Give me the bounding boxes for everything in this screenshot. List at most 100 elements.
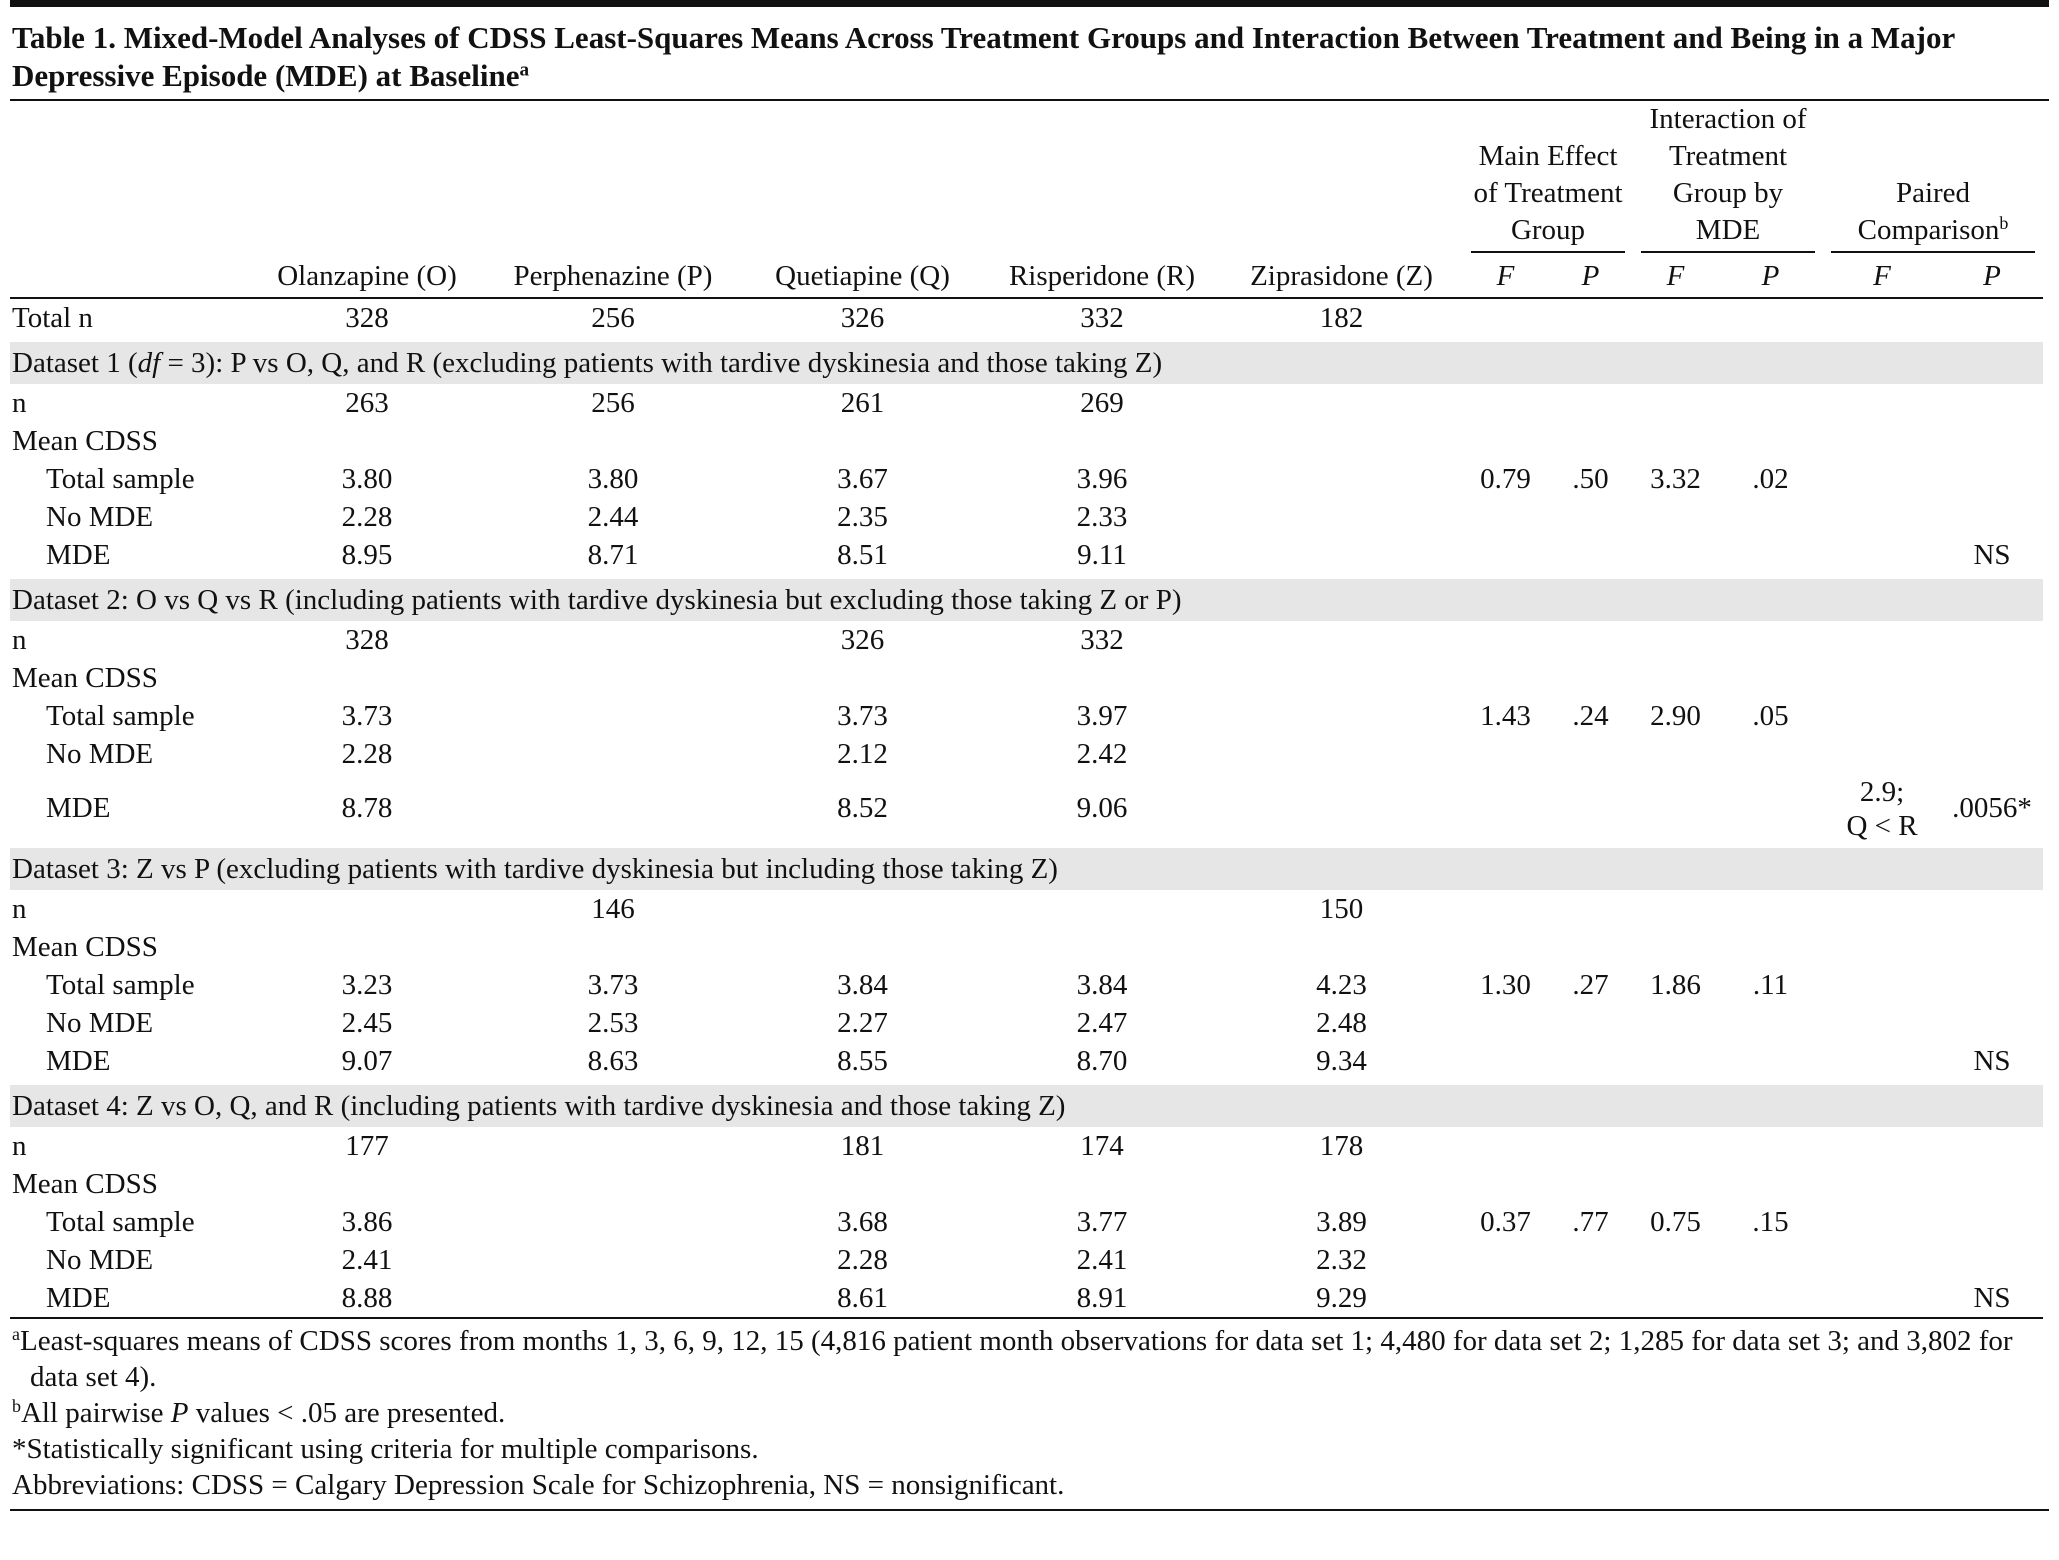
data-row: Total sample 3.73 3.73 3.97 1.43 .24 2.90 .05	[10, 697, 2043, 735]
row-label: No MDE	[46, 1244, 154, 1276]
value-cell: 326	[840, 302, 885, 334]
stat-cell	[1548, 498, 1633, 536]
row-label: MDE	[46, 792, 111, 824]
stat-cell	[1463, 1004, 1548, 1042]
stat-group-label: Interaction of Treatment Group by MDE	[1641, 101, 1816, 253]
header-blank	[10, 257, 249, 299]
stat-cell	[1941, 697, 2043, 735]
footnote: Abbreviations: CDSS = Calgary Depression…	[12, 1467, 2049, 1503]
dataset-heading-text: Dataset 1 (df = 3): P vs O, Q, and R (ex…	[10, 337, 2044, 384]
data-row: MDE 8.95 8.71 8.51 9.11 NS	[10, 536, 2043, 577]
stat-cell	[1823, 621, 1941, 659]
dataset-heading-text: Dataset 2: O vs Q vs R (including patien…	[10, 574, 2044, 621]
text-part: = 3): P vs O, Q, and R (excluding patien…	[160, 347, 1163, 379]
stat-cell: 1.43	[1480, 700, 1531, 732]
stat-cell	[1548, 298, 1633, 340]
column-header: Quetiapine (Q)	[741, 257, 984, 299]
value-cell: 2.32	[1316, 1244, 1367, 1276]
stat-cell	[1463, 890, 1548, 928]
stat-cell	[1633, 1241, 1718, 1279]
row-label: Mean CDSS	[12, 1168, 158, 1200]
value-cell: 328	[345, 624, 389, 656]
value-cell: 2.45	[341, 1007, 393, 1039]
stat-cell	[1718, 1127, 1823, 1165]
stat-cell	[1823, 1042, 1941, 1083]
value-cell: 181	[840, 1130, 885, 1162]
stat-cell	[1718, 621, 1823, 659]
stat-cell: NS	[1973, 539, 2011, 571]
row-label: Total sample	[46, 463, 195, 495]
stat-cell	[1548, 621, 1633, 659]
data-row: No MDE 2.45 2.53 2.27 2.47 2.48	[10, 1004, 2043, 1042]
text-part: Interaction of Treatment Group by MDE	[1649, 103, 1807, 246]
dataset-heading: Dataset 2: O vs Q vs R (including patien…	[10, 574, 2044, 621]
stat-cell: 2.9; Q < R	[1846, 776, 1918, 842]
stat-column-header: F	[1823, 257, 1942, 299]
stat-cell	[1823, 1004, 1941, 1042]
stat-cell	[1941, 384, 2043, 422]
dataset-heading-text: Dataset 4: Z vs O, Q, and R (including p…	[10, 1080, 2044, 1127]
stat-cell	[1823, 298, 1941, 340]
stat-cell: NS	[1941, 1279, 2044, 1319]
text-part: a	[519, 59, 530, 81]
row-label: Total n	[12, 302, 93, 334]
data-row: No MDE 2.28 2.44 2.35 2.33	[10, 498, 2043, 536]
header-column-row: Olanzapine (O) Perphenazine (P) Quetiapine…	[10, 257, 2044, 299]
header-group-row: Main Effect of Treatment Group Interactio…	[10, 101, 2043, 257]
stat-cell	[1548, 773, 1633, 846]
stat-cell: .50	[1572, 463, 1609, 495]
value-cell: 9.11	[1077, 539, 1127, 571]
stat-cell	[1463, 384, 1548, 422]
data-row: Total sample 3.23 3.73 3.84 3.84 4.23 1.30 .27 1…	[10, 966, 2043, 1004]
stat-cell	[1941, 966, 2043, 1004]
stat-cell: .05	[1752, 700, 1789, 732]
footnote: bAll pairwise P values < .05 are present…	[12, 1395, 2049, 1431]
column-header: Olanzapine (O)	[249, 257, 485, 299]
value-cell: 256	[591, 302, 635, 334]
value-cell	[741, 890, 984, 928]
stat-cell	[1823, 1279, 1942, 1319]
data-row: n 328 326 332	[10, 621, 2043, 659]
value-cell: 326	[840, 624, 885, 656]
column-header: Ziprasidone (Z)	[1220, 257, 1463, 299]
data-row: MDE 8.88 8.61 8.91 9.29 NS	[10, 1279, 2044, 1319]
data-row: MDE 8.78 8.52 9.06 2.9; Q < R .0056*	[10, 773, 2043, 846]
stat-cell	[1718, 1042, 1823, 1083]
value-cell: 2.44	[587, 501, 639, 533]
row-label: Total sample	[46, 969, 195, 1001]
value-cell: 8.61	[741, 1279, 984, 1319]
column-header: Perphenazine (P)	[485, 257, 741, 299]
value-cell: 3.77	[1076, 1206, 1128, 1238]
text-part: P	[170, 1397, 189, 1429]
stat-cell: 0.37	[1480, 1206, 1531, 1238]
stat-cell	[1633, 1127, 1718, 1165]
stat-cell	[1463, 621, 1548, 659]
footnotes: aLeast-squares means of CDSS scores from…	[10, 1319, 2049, 1511]
value-cell: 8.71	[587, 539, 639, 571]
stat-cell	[1823, 1127, 1941, 1165]
footnote: aLeast-squares means of CDSS scores from…	[12, 1323, 2049, 1395]
stat-cell	[1823, 966, 1941, 1004]
stat-cell: 0.75	[1650, 1206, 1701, 1238]
stat-cell	[1463, 1042, 1548, 1083]
text-part: Dataset 2: O vs Q vs R (including patien…	[12, 584, 1182, 616]
row-label: MDE	[46, 539, 111, 571]
stat-column-header: P	[1718, 257, 1824, 299]
text-part: Least-squares means of CDSS scores from …	[19, 1325, 2013, 1393]
stat-cell: 2.90	[1650, 700, 1701, 732]
value-cell: 3.86	[341, 1206, 393, 1238]
text-part: All pairwise	[20, 1397, 171, 1429]
row-label: n	[12, 893, 27, 925]
dataset-heading: Dataset 3: Z vs P (excluding patients wi…	[10, 843, 2044, 890]
value-cell: 8.95	[341, 539, 393, 571]
stat-cell	[1633, 1042, 1718, 1083]
value-cell: 3.23	[341, 969, 393, 1001]
empty-cell	[249, 1165, 2043, 1203]
value-cell: 332	[1080, 624, 1124, 656]
value-cell: 328	[345, 302, 389, 334]
value-cell: 146	[591, 893, 635, 925]
row-label: Mean CDSS	[12, 662, 158, 694]
stat-cell	[1941, 498, 2043, 536]
value-cell	[1220, 498, 1463, 536]
row-label: Mean CDSS	[12, 931, 158, 963]
